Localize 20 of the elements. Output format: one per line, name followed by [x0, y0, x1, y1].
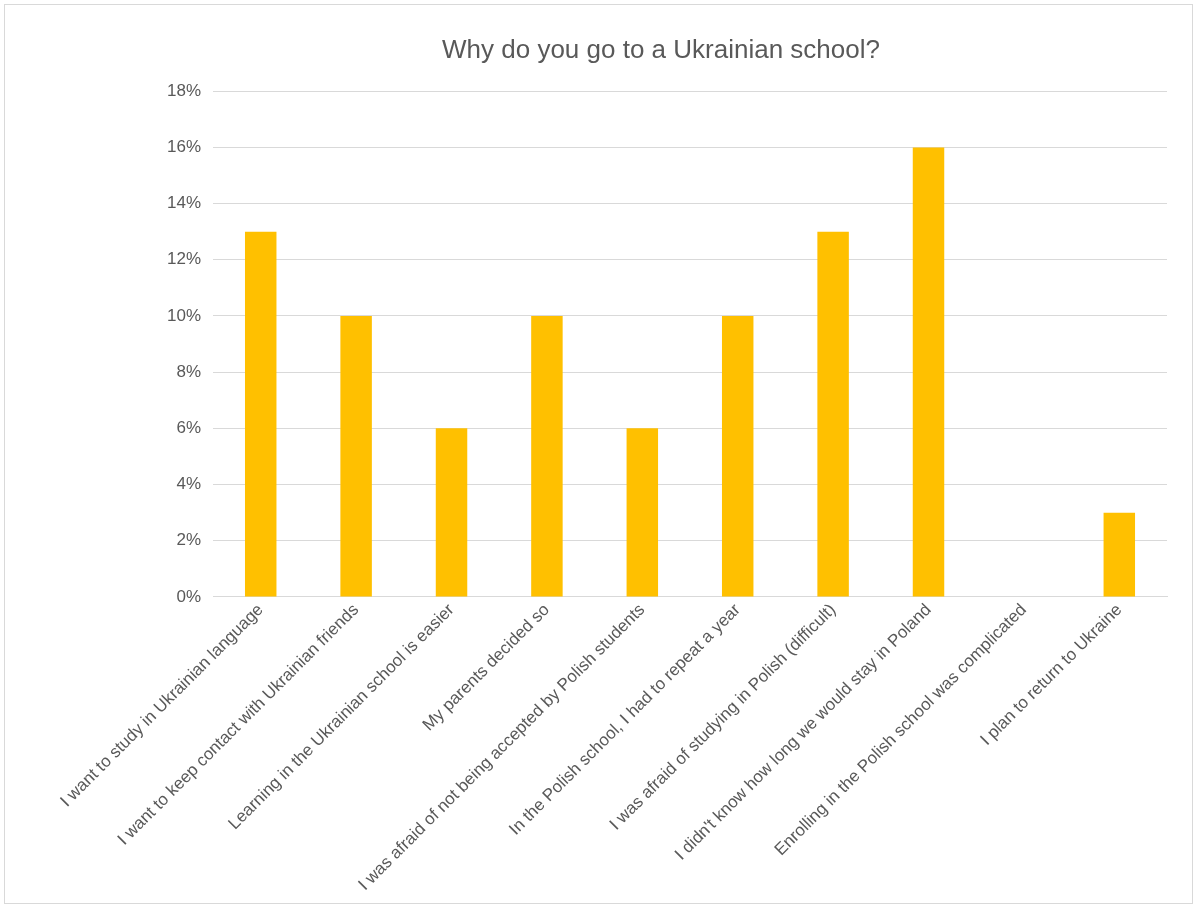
y-tick-label: 14% [166, 193, 202, 213]
y-tick-label: 10% [166, 305, 202, 325]
y-tick-label: 4% [176, 474, 202, 494]
y-tick-label: 16% [166, 137, 202, 157]
bar [244, 231, 277, 597]
bar [721, 315, 754, 597]
y-tick-label: 6% [176, 418, 202, 438]
bar [626, 428, 659, 597]
bar [912, 147, 945, 597]
y-tick-label: 12% [166, 249, 202, 269]
bar [435, 428, 468, 597]
y-tick-label: 2% [176, 530, 202, 550]
bar [817, 231, 849, 597]
y-tick-label: 8% [176, 361, 202, 381]
bar [531, 315, 563, 597]
chart-title: Why do you go to a Ukrainian school? [442, 33, 880, 64]
bar [340, 315, 372, 597]
bar [1103, 512, 1136, 597]
y-tick-label: 18% [166, 80, 202, 100]
y-tick-label: 0% [176, 586, 202, 606]
